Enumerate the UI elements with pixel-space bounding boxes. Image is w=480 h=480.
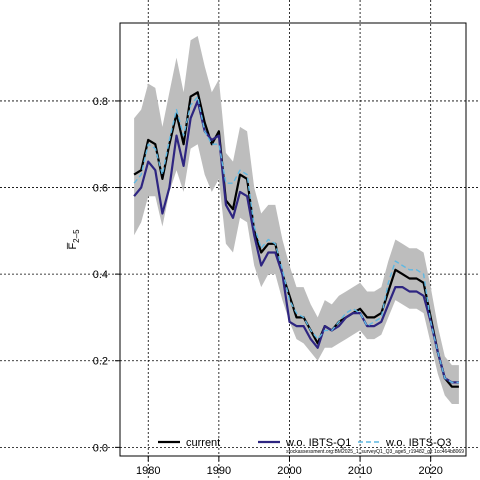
y-tick-label-3: 0.6 (93, 183, 108, 195)
x-tick-label-1990: 1990 (207, 465, 231, 477)
plot-frame (119, 22, 467, 457)
y-axis-label-sub: 2–5 (72, 229, 81, 243)
chart-caption: stockassessment.org:BM2025_1_surveyQ1_Q3… (286, 449, 464, 455)
x-tick-label-2010: 2010 (348, 465, 372, 477)
series-layer (133, 91, 459, 388)
y-tick-label-1: 0.2 (93, 356, 108, 368)
y-tick-label-0: 0.0 (93, 442, 108, 454)
x-tick-label-2020: 2020 (418, 465, 442, 477)
legend-label-3: w.o. IBTS-Q3 (385, 437, 451, 449)
series-line-1 (133, 91, 459, 388)
x-tick-label-1980: 1980 (136, 465, 160, 477)
legend-label-2: w.o. IBTS-Q1 (285, 437, 351, 449)
y-axis-label-main: F̅ (67, 242, 79, 250)
series-line-2 (133, 99, 459, 384)
series-line-3 (133, 95, 459, 384)
confidence-band (134, 36, 459, 404)
legend-label-1: current (186, 437, 220, 449)
axes: 1980 1990 2000 2010 2020 0.0 0.2 0.4 0.6 0.8 (93, 96, 443, 477)
confidence-band-layer (134, 36, 459, 404)
y-tick-label-4: 0.8 (93, 96, 108, 108)
y-tick-label-2: 0.4 (93, 269, 108, 281)
y-axis-label: F̅2–5 (67, 229, 81, 250)
x-tick-label-2000: 2000 (277, 465, 301, 477)
legend: current w.o. IBTS-Q1 w.o. IBTS-Q3 (158, 437, 451, 449)
